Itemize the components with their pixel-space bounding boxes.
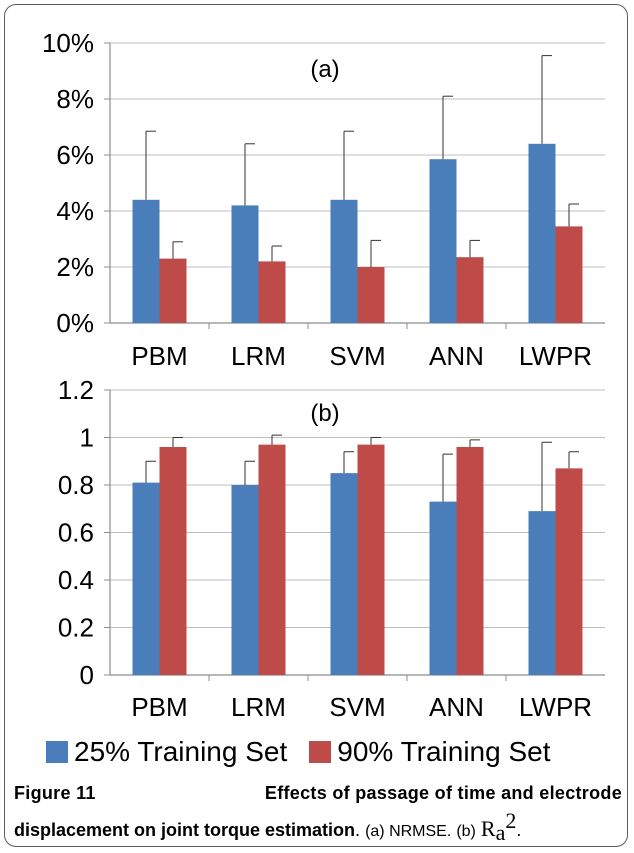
bar-25 xyxy=(528,143,556,323)
y-tick-label: 1 xyxy=(80,423,94,453)
bar-25 xyxy=(429,501,457,675)
caption-line-2: displacement on joint torque estimation.… xyxy=(14,808,522,845)
chart-canvas: 0% 2% 4% 6% 8% 10% PBM LRM SVM ANN LWPR (a) 0 0.2 0.4 0… xyxy=(42,28,605,722)
y-tick-label: 0% xyxy=(56,308,94,338)
y-tick-label: 10% xyxy=(42,28,94,58)
y-tick-label: 0.2 xyxy=(58,613,94,643)
caption-r-symbol: R xyxy=(480,816,496,841)
bar-90 xyxy=(258,444,286,675)
bar-90 xyxy=(456,447,484,675)
legend-label-90: 90% Training Set xyxy=(337,736,551,767)
bar-25 xyxy=(231,485,259,675)
bar-25 xyxy=(528,511,556,675)
caption-title-part1: Effects of passage of time and electrode xyxy=(264,783,622,803)
bar-90 xyxy=(159,258,187,323)
legend-entry-90: 90% Training Set xyxy=(309,736,551,768)
bar-25 xyxy=(231,205,259,323)
legend-entry-25: 25% Training Set xyxy=(46,736,287,768)
bar-90 xyxy=(456,257,484,323)
caption-title-part2: displacement on joint torque estimation xyxy=(14,820,356,840)
figure-frame xyxy=(4,4,628,847)
x-tick-label: SVM xyxy=(329,692,385,722)
caption-r-superscript: 2 xyxy=(505,808,517,833)
bar-25 xyxy=(132,482,160,675)
figure-caption: Figure 11 Effects of passage of time and… xyxy=(14,780,622,846)
caption-part-b: (b) xyxy=(456,823,476,840)
x-tick-label: ANN xyxy=(429,341,484,371)
bar-90 xyxy=(357,267,385,323)
x-tick-label: LWPR xyxy=(519,341,592,371)
x-tick-label: LWPR xyxy=(519,692,592,722)
bar-25 xyxy=(429,159,457,323)
bar-25 xyxy=(132,199,160,323)
legend: 25% Training Set 90% Training Set xyxy=(46,735,606,769)
caption-line-1: Figure 11 Effects of passage of time and… xyxy=(14,780,622,807)
caption-figure-label: Figure 11 xyxy=(14,783,96,803)
y-tick-label: 4% xyxy=(56,196,94,226)
panel-label: (b) xyxy=(310,400,339,427)
bar-25 xyxy=(330,473,358,675)
x-tick-label: PBM xyxy=(131,692,187,722)
bar-90 xyxy=(357,444,385,675)
x-tick-label: ANN xyxy=(429,692,484,722)
y-tick-label: 0 xyxy=(80,660,94,690)
bar-90 xyxy=(258,261,286,323)
caption-part-a: (a) NRMSE. xyxy=(365,823,452,840)
y-tick-label: 0.4 xyxy=(58,565,94,595)
caption-r-subscript: a xyxy=(495,820,506,845)
x-tick-label: LRM xyxy=(231,692,286,722)
y-tick-label: 6% xyxy=(56,140,94,170)
x-tick-label: PBM xyxy=(131,341,187,371)
y-tick-label: 0.8 xyxy=(58,470,94,500)
y-tick-label: 8% xyxy=(56,84,94,114)
x-tick-label: LRM xyxy=(231,341,286,371)
bar-25 xyxy=(330,199,358,323)
panel-label: (a) xyxy=(310,56,339,83)
bar-90 xyxy=(555,226,583,323)
bar-90 xyxy=(159,447,187,675)
y-tick-label: 1.2 xyxy=(58,375,94,405)
legend-swatch-25 xyxy=(46,741,68,763)
legend-swatch-90 xyxy=(309,741,332,763)
y-tick-label: 2% xyxy=(56,252,94,282)
y-tick-label: 0.6 xyxy=(58,518,94,548)
legend-label-25: 25% Training Set xyxy=(74,736,288,767)
x-tick-label: SVM xyxy=(329,341,385,371)
bar-90 xyxy=(555,468,583,675)
